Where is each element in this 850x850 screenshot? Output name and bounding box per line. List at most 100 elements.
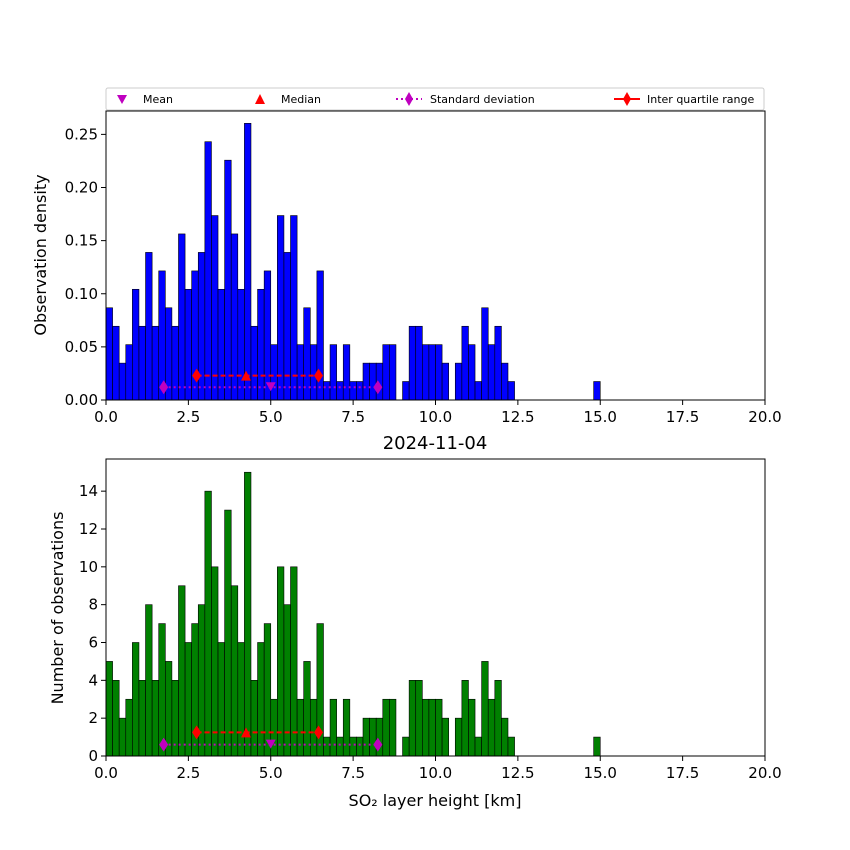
bottom-bar xyxy=(323,736,331,757)
bottom-bar xyxy=(112,680,120,757)
top-bar xyxy=(441,362,449,401)
top-std-high-marker xyxy=(373,380,383,395)
top-std-low-marker xyxy=(159,380,169,395)
top-bar xyxy=(428,344,436,401)
top-bar xyxy=(369,362,377,401)
top-bar xyxy=(171,325,179,401)
top-bar xyxy=(422,344,430,401)
legend-mean: Mean xyxy=(117,93,173,106)
top-y-tick-label: 0.10 xyxy=(65,285,98,303)
top-bar xyxy=(224,159,232,401)
top-bar xyxy=(237,288,245,401)
top-y-tick-label: 0.05 xyxy=(65,338,98,356)
legend-mean-marker xyxy=(117,95,127,104)
bottom-bar xyxy=(237,642,245,757)
top-bar xyxy=(263,270,272,401)
top-mean-marker xyxy=(265,382,276,392)
top-x-tick-label: 12.5 xyxy=(501,408,534,426)
top-bar xyxy=(138,325,146,401)
bottom-bar xyxy=(230,585,239,757)
top-bar xyxy=(415,325,423,401)
bottom-bar xyxy=(593,736,601,757)
bottom-x-tick-label: 5.0 xyxy=(259,764,283,782)
top-bar xyxy=(125,344,133,401)
bottom-bar xyxy=(336,736,344,757)
bottom-bar xyxy=(342,698,351,757)
bottom-bar xyxy=(263,623,272,757)
bottom-x-tick-label: 0.0 xyxy=(94,764,118,782)
bottom-y-tick-label: 0 xyxy=(88,747,98,765)
bottom-y-axis-label: Number of observations xyxy=(48,512,67,705)
bottom-y-tick-label: 12 xyxy=(79,520,98,538)
top-histogram-bars xyxy=(105,123,601,401)
top-bar xyxy=(118,362,127,401)
top-bar xyxy=(454,362,463,401)
top-bar xyxy=(204,141,212,401)
bottom-x-tick-label: 2.5 xyxy=(176,764,200,782)
legend-iqr-label: Inter quartile range xyxy=(647,93,754,106)
bottom-bar xyxy=(415,680,423,757)
bottom-bar xyxy=(184,642,192,757)
top-x-tick-label: 7.5 xyxy=(341,408,365,426)
bottom-y-tick-label: 8 xyxy=(88,596,98,614)
bottom-bar xyxy=(211,566,219,757)
bottom-bar xyxy=(362,717,370,757)
legend-std-label: Standard deviation xyxy=(430,93,535,106)
bottom-y-tick-label: 6 xyxy=(88,633,98,651)
bottom-bar xyxy=(454,717,463,757)
legend: Mean Median Standard deviation Inter qua… xyxy=(105,87,765,111)
bottom-bar xyxy=(151,680,160,757)
bottom-statistics-markers xyxy=(159,725,383,752)
bottom-bar xyxy=(204,490,212,757)
bottom-bar xyxy=(494,680,502,757)
bottom-x-tick-label: 20.0 xyxy=(748,764,781,782)
top-y-axis-label: Observation density xyxy=(31,174,50,335)
top-x-tick-label: 10.0 xyxy=(419,408,452,426)
top-bar xyxy=(217,288,225,401)
top-bar xyxy=(501,362,509,401)
bottom-bar xyxy=(468,698,476,757)
bottom-bar xyxy=(461,680,469,757)
bottom-std-low-marker xyxy=(159,737,169,752)
bottom-bar xyxy=(178,585,186,757)
bottom-iqr-low-marker xyxy=(192,725,202,740)
bottom-x-tick-label: 10.0 xyxy=(419,764,452,782)
bottom-bar xyxy=(349,736,357,757)
top-bar xyxy=(435,344,443,401)
top-x-tick-label: 15.0 xyxy=(584,408,617,426)
bottom-bar xyxy=(125,698,133,757)
bottom-bar xyxy=(138,680,146,757)
bottom-x-tick-label: 15.0 xyxy=(584,764,617,782)
legend-iqr-marker xyxy=(623,92,631,106)
top-bar xyxy=(362,362,370,401)
top-bar xyxy=(277,215,285,401)
top-y-tick-label: 0.15 xyxy=(65,232,98,250)
top-bar xyxy=(349,381,357,401)
bottom-bar xyxy=(296,698,304,757)
legend-median-label: Median xyxy=(281,93,321,106)
bottom-bar xyxy=(277,566,285,757)
top-bar xyxy=(211,215,219,401)
bottom-bar xyxy=(507,736,515,757)
top-x-tick-label: 20.0 xyxy=(748,408,781,426)
top-bar xyxy=(507,381,515,401)
bottom-bar xyxy=(487,698,496,757)
legend-median: Median xyxy=(255,93,321,106)
top-bar xyxy=(184,288,192,401)
top-y-tick-label: 0.20 xyxy=(65,179,98,197)
top-bar xyxy=(468,344,476,401)
top-bar xyxy=(402,381,410,401)
top-bar xyxy=(382,344,390,401)
bottom-y-tick-label: 10 xyxy=(79,558,98,576)
top-iqr-low-marker xyxy=(192,368,202,383)
top-bar xyxy=(593,381,601,401)
bottom-bar xyxy=(474,736,482,757)
top-x-tick-label: 17.5 xyxy=(666,408,699,426)
top-bar xyxy=(244,123,252,401)
top-bar xyxy=(151,325,160,401)
bottom-mean-marker xyxy=(265,739,276,749)
bottom-bar xyxy=(257,642,265,757)
top-bar xyxy=(257,288,265,401)
bottom-bar xyxy=(382,698,390,757)
legend-iqr: Inter quartile range xyxy=(614,92,754,106)
